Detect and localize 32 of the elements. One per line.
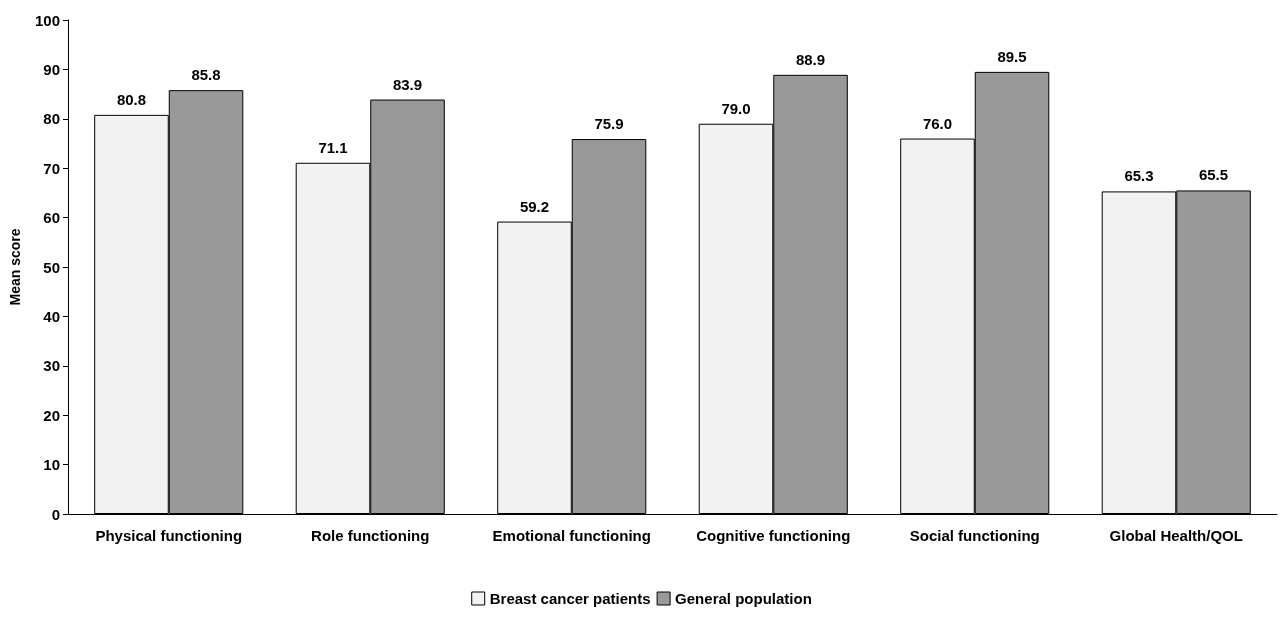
- legend-label: General population: [675, 590, 812, 607]
- data-label: 59.2: [519, 197, 550, 215]
- x-tick-label: Role functioning: [311, 527, 430, 544]
- data-label: 85.8: [191, 66, 221, 84]
- y-axis-title: Mean score: [7, 228, 23, 306]
- data-label: 83.9: [392, 75, 423, 93]
- y-tick-label: 30: [43, 357, 60, 375]
- x-tick-label: Emotional functioning: [492, 527, 651, 544]
- data-label: 89.5: [997, 47, 1027, 65]
- data-label: 79.0: [721, 99, 751, 117]
- y-tick-label: 40: [43, 307, 60, 325]
- data-label: 65.5: [1198, 166, 1229, 184]
- x-tick-label: Physical functioning: [95, 527, 243, 544]
- y-tick-label: 100: [34, 11, 60, 29]
- y-tick-label: 90: [43, 60, 60, 78]
- y-tick-label: 50: [43, 258, 60, 276]
- data-label: 76.0: [922, 114, 953, 132]
- y-tick-label: 20: [43, 406, 60, 424]
- y-tick-label: 60: [43, 209, 60, 227]
- y-tick-label: 10: [43, 456, 60, 474]
- x-tick-label: Cognitive functioning: [696, 527, 851, 544]
- y-tick-label: 0: [51, 505, 60, 523]
- x-tick-label: Social functioning: [909, 527, 1040, 544]
- data-label: 71.1: [318, 138, 348, 156]
- data-label: 88.9: [795, 50, 826, 68]
- x-tick-label: Global Health/QOL: [1109, 527, 1243, 544]
- y-tick-label: 70: [43, 159, 60, 177]
- legend-label: Breast cancer patients: [489, 590, 651, 607]
- data-label: 65.3: [1124, 167, 1154, 185]
- y-tick-label: 80: [43, 110, 60, 128]
- data-label: 80.8: [116, 90, 147, 108]
- data-label: 75.9: [594, 115, 624, 133]
